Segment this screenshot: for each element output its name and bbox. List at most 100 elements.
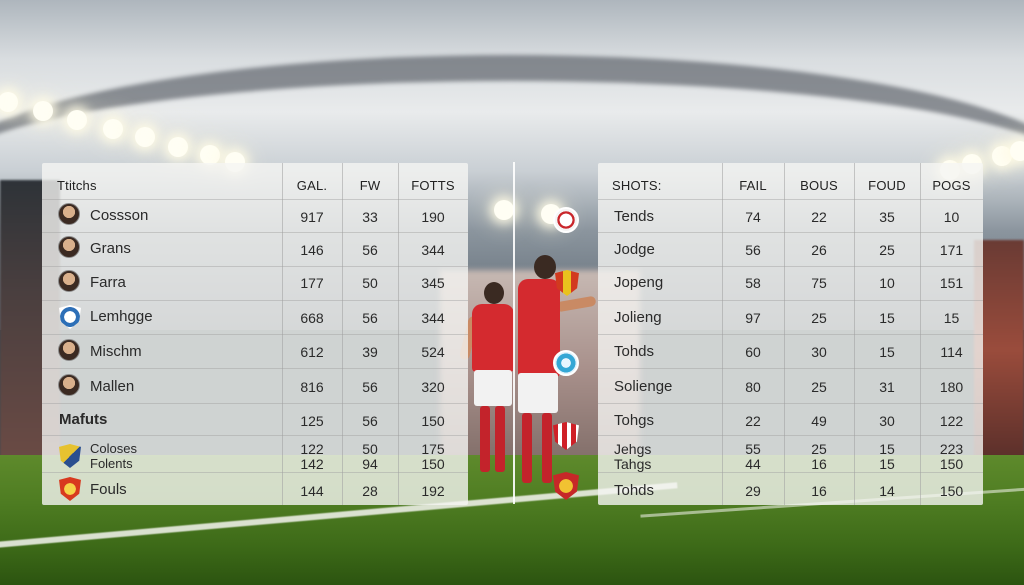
table-cell: 15 <box>879 456 895 472</box>
table-cell: 56 <box>745 242 761 258</box>
column-header: FW <box>359 178 381 193</box>
table-cell: 16 <box>811 483 827 499</box>
floodlight-icon <box>494 200 514 220</box>
floodlight-icon <box>33 101 53 121</box>
table-cell: 22 <box>745 413 761 429</box>
column-header: SHOTS: <box>612 178 662 193</box>
table-cell: 171 <box>939 242 964 258</box>
table-cell: 25 <box>811 379 827 395</box>
floodlight-icon <box>0 92 18 112</box>
table-cell: 14 <box>879 483 895 499</box>
table-cell: 58 <box>745 275 761 291</box>
table-cell: 15 <box>879 344 895 360</box>
club-badge-icon <box>553 350 579 376</box>
table-cell: 146 <box>300 242 324 258</box>
table-row-name: Grans <box>90 240 131 257</box>
table-row-name: Mallen <box>90 378 135 395</box>
table-cell: 15 <box>943 310 960 326</box>
table-cell: 39 <box>362 344 378 360</box>
table-cell: 33 <box>362 209 378 225</box>
table-cell: 25 <box>811 310 827 326</box>
club-crest-icon <box>59 444 81 468</box>
table-cell: 56 <box>362 310 378 326</box>
table-cell: 10 <box>943 209 960 225</box>
table-cell: 31 <box>879 379 895 395</box>
player-avatar-icon <box>58 236 80 258</box>
floodlight-icon <box>135 127 155 147</box>
table-row-name: Coloses <box>90 441 137 456</box>
table-row-name: Tohds <box>614 482 655 499</box>
table-cell: 44 <box>745 456 761 472</box>
table-cell: 175 <box>421 441 445 457</box>
table-cell: 190 <box>421 209 445 225</box>
table-cell: 55 <box>745 441 761 457</box>
football-player <box>512 255 598 493</box>
table-cell: 122 <box>939 413 964 429</box>
table-cell: 94 <box>362 456 378 472</box>
table-row-name: Mafuts <box>59 411 108 428</box>
center-divider <box>513 162 515 504</box>
table-cell: 30 <box>879 413 895 429</box>
table-cell: 75 <box>811 275 827 291</box>
table-row-name: Jolieng <box>614 309 662 326</box>
table-cell: 56 <box>362 379 378 395</box>
table-cell: 150 <box>939 456 964 472</box>
table-cell: 74 <box>745 209 761 225</box>
club-crest-icon <box>59 305 81 329</box>
table-cell: 15 <box>879 441 895 457</box>
table-cell: 35 <box>879 209 895 225</box>
table-cell: 28 <box>362 483 378 499</box>
player-avatar-icon <box>58 339 80 361</box>
table-cell: 60 <box>745 344 761 360</box>
table-cell: 56 <box>362 242 378 258</box>
table-row-name: Tends <box>614 208 655 225</box>
table-cell: 10 <box>879 275 895 291</box>
floodlight-icon <box>67 110 87 130</box>
table-cell: 177 <box>300 275 324 291</box>
table-cell: 192 <box>421 483 445 499</box>
table-cell: 56 <box>362 413 378 429</box>
table-cell: 25 <box>811 441 827 457</box>
table-row-name: Tohds <box>614 343 655 360</box>
table-cell: 344 <box>421 310 445 326</box>
table-row-name: Jodge <box>614 241 655 258</box>
table-row-name: Fouls <box>90 481 127 498</box>
table-cell: 25 <box>879 242 895 258</box>
table-cell: 49 <box>811 413 827 429</box>
table-cell: 917 <box>300 209 324 225</box>
column-header: FOUD <box>868 178 906 193</box>
floodlight-icon <box>200 145 220 165</box>
table-cell: 345 <box>421 275 445 291</box>
column-header: Ttitchs <box>57 178 97 193</box>
table-cell: 97 <box>745 310 761 326</box>
table-cell: 150 <box>939 483 964 499</box>
table-cell: 151 <box>939 275 964 291</box>
player-avatar-icon <box>58 270 80 292</box>
left-stats-table: Ttitchs GAL. FW FOTTS Cossson 917 33 190… <box>42 163 468 505</box>
table-row-name: Tohgs <box>614 412 655 429</box>
club-crest-icon <box>59 477 81 501</box>
column-header: FAIL <box>739 178 767 193</box>
table-cell: 612 <box>300 344 324 360</box>
column-header: GAL. <box>296 178 328 193</box>
table-row-name: Solienge <box>614 378 673 395</box>
table-cell: 30 <box>811 344 827 360</box>
table-cell: 80 <box>745 379 761 395</box>
column-header: FOTTS <box>411 178 455 193</box>
table-cell: 320 <box>421 379 445 395</box>
table-row-name: Tahgs <box>614 456 652 472</box>
floodlight-icon <box>992 146 1012 166</box>
table-cell: 22 <box>811 209 827 225</box>
table-cell: 142 <box>300 456 324 472</box>
table-cell: 114 <box>940 344 963 360</box>
table-cell: 16 <box>811 456 827 472</box>
player-avatar-icon <box>58 374 80 396</box>
table-row-name: Mischm <box>90 343 142 360</box>
table-row-name: Lemhgge <box>90 308 153 325</box>
table-cell: 816 <box>300 379 324 395</box>
table-cell: 122 <box>300 441 324 457</box>
player-avatar-icon <box>58 203 80 225</box>
table-cell: 15 <box>879 310 895 326</box>
football-player <box>458 282 522 492</box>
